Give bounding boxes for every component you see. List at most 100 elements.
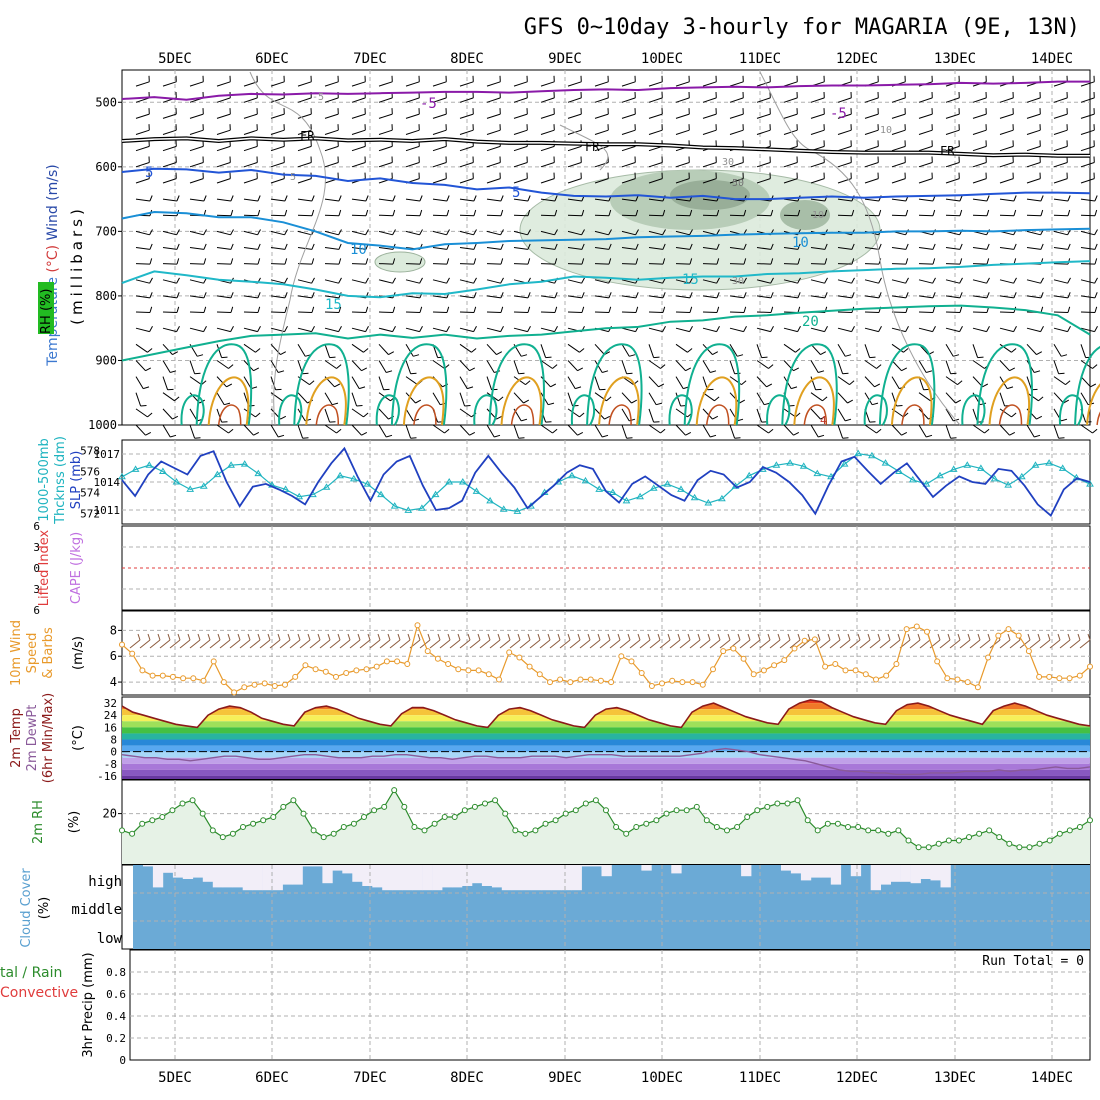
- wind-barb: [621, 424, 628, 439]
- wind-barb: [789, 639, 801, 649]
- wind-barb: [918, 408, 929, 420]
- wind-barb: [284, 229, 288, 236]
- data-point: [811, 636, 818, 643]
- wind-barb: [432, 97, 447, 103]
- y-tick-label: -16: [97, 770, 117, 783]
- wind-barb: [918, 360, 927, 373]
- wind-barb: [419, 209, 423, 216]
- wind-barb: [982, 383, 989, 388]
- data-point: [995, 632, 1002, 639]
- wind-barb: [1080, 424, 1093, 434]
- ylabel-part: (°C): [45, 245, 61, 273]
- wind-barb: [621, 214, 637, 217]
- wind-barb: [228, 428, 234, 434]
- wind-barb: [783, 247, 798, 250]
- upper-wind-barbs: [135, 75, 1098, 439]
- wind-barb: [229, 639, 241, 649]
- wind-barb: [378, 360, 387, 373]
- data-point: [513, 507, 522, 514]
- wind-barb: [621, 247, 636, 250]
- wind-barb: [540, 247, 555, 250]
- wind-barb: [297, 392, 308, 404]
- wind-barb: [689, 258, 693, 265]
- contour-line: [278, 394, 303, 426]
- contour-label: 50: [732, 178, 744, 189]
- date-tick-label: 8DEC: [450, 1070, 484, 1086]
- wind-barb: [878, 326, 882, 332]
- wind-barb: [284, 209, 288, 216]
- data-point: [840, 460, 849, 467]
- wind-barb: [162, 162, 177, 168]
- wind-barb: [459, 145, 474, 152]
- data-point: [1056, 830, 1063, 837]
- wind-barb: [702, 295, 717, 299]
- wind-barb: [284, 326, 288, 332]
- contour-line: [705, 404, 730, 426]
- wind-barb: [783, 129, 798, 135]
- wind-barb: [1069, 639, 1081, 649]
- wind-barb: [999, 178, 1014, 184]
- contour-line: [988, 376, 1031, 426]
- wind-barb: [1013, 195, 1017, 202]
- contour-line: [586, 343, 643, 426]
- wind-barb: [446, 229, 450, 236]
- cloud-cover-bar: [432, 865, 443, 891]
- temp-color-band: [122, 775, 1090, 779]
- wind-barb: [135, 230, 150, 236]
- wind-barb: [405, 81, 420, 87]
- wind-barb: [329, 356, 336, 359]
- wind-barb: [317, 633, 321, 641]
- cloud-cover-bar: [551, 865, 562, 891]
- wind-barb: [351, 392, 358, 407]
- wind-barb: [405, 360, 412, 374]
- wind-barb: [189, 639, 201, 649]
- wind-barb: [437, 633, 441, 641]
- wind-barb: [287, 633, 291, 641]
- data-point: [581, 476, 590, 484]
- wind-barb: [891, 343, 904, 353]
- data-point: [1026, 844, 1033, 851]
- wind-barb: [486, 162, 501, 168]
- wind-barb: [837, 145, 852, 152]
- data-point: [383, 658, 390, 665]
- wind-barb: [1026, 247, 1041, 250]
- wind-barb: [1029, 639, 1041, 649]
- wind-barb: [859, 639, 871, 649]
- cloud-cover-bar: [930, 865, 941, 881]
- wind-barb: [548, 402, 555, 406]
- wind-barb: [297, 81, 312, 87]
- wind-barb: [216, 360, 229, 369]
- wind-barb: [237, 633, 241, 641]
- wind-barb: [467, 633, 471, 641]
- wind-barb: [386, 434, 393, 438]
- wind-barb: [770, 326, 774, 332]
- wind-barb: [267, 633, 271, 641]
- wind-barb: [783, 327, 798, 333]
- wind-barb: [662, 209, 666, 216]
- wind-barb: [1094, 306, 1098, 313]
- cloud-cover-bar: [392, 865, 403, 891]
- wind-barb: [581, 277, 585, 284]
- ylabel: Speed: [25, 633, 40, 674]
- wind-barb: [351, 360, 362, 372]
- wind-barb: [527, 243, 531, 250]
- wind-barb: [378, 408, 389, 420]
- wind-barb: [837, 633, 841, 641]
- wind-barb: [351, 263, 367, 265]
- wind-barb: [594, 113, 609, 119]
- y-tick-label: 24: [104, 709, 118, 722]
- cloud-cover-bar: [362, 865, 373, 886]
- wind-barb: [1007, 633, 1011, 641]
- y-tick-label: 700: [95, 224, 117, 238]
- wind-barb: [945, 295, 960, 299]
- wind-barb: [594, 198, 609, 202]
- wind-barb: [999, 129, 1014, 135]
- wind-barb: [230, 306, 234, 313]
- data-point: [845, 824, 851, 830]
- wind-barb: [135, 113, 150, 119]
- contour-line: [413, 404, 437, 426]
- data-point: [552, 817, 559, 824]
- wind-barb: [170, 434, 177, 438]
- wind-barb: [594, 214, 610, 217]
- wind-barb: [513, 327, 528, 333]
